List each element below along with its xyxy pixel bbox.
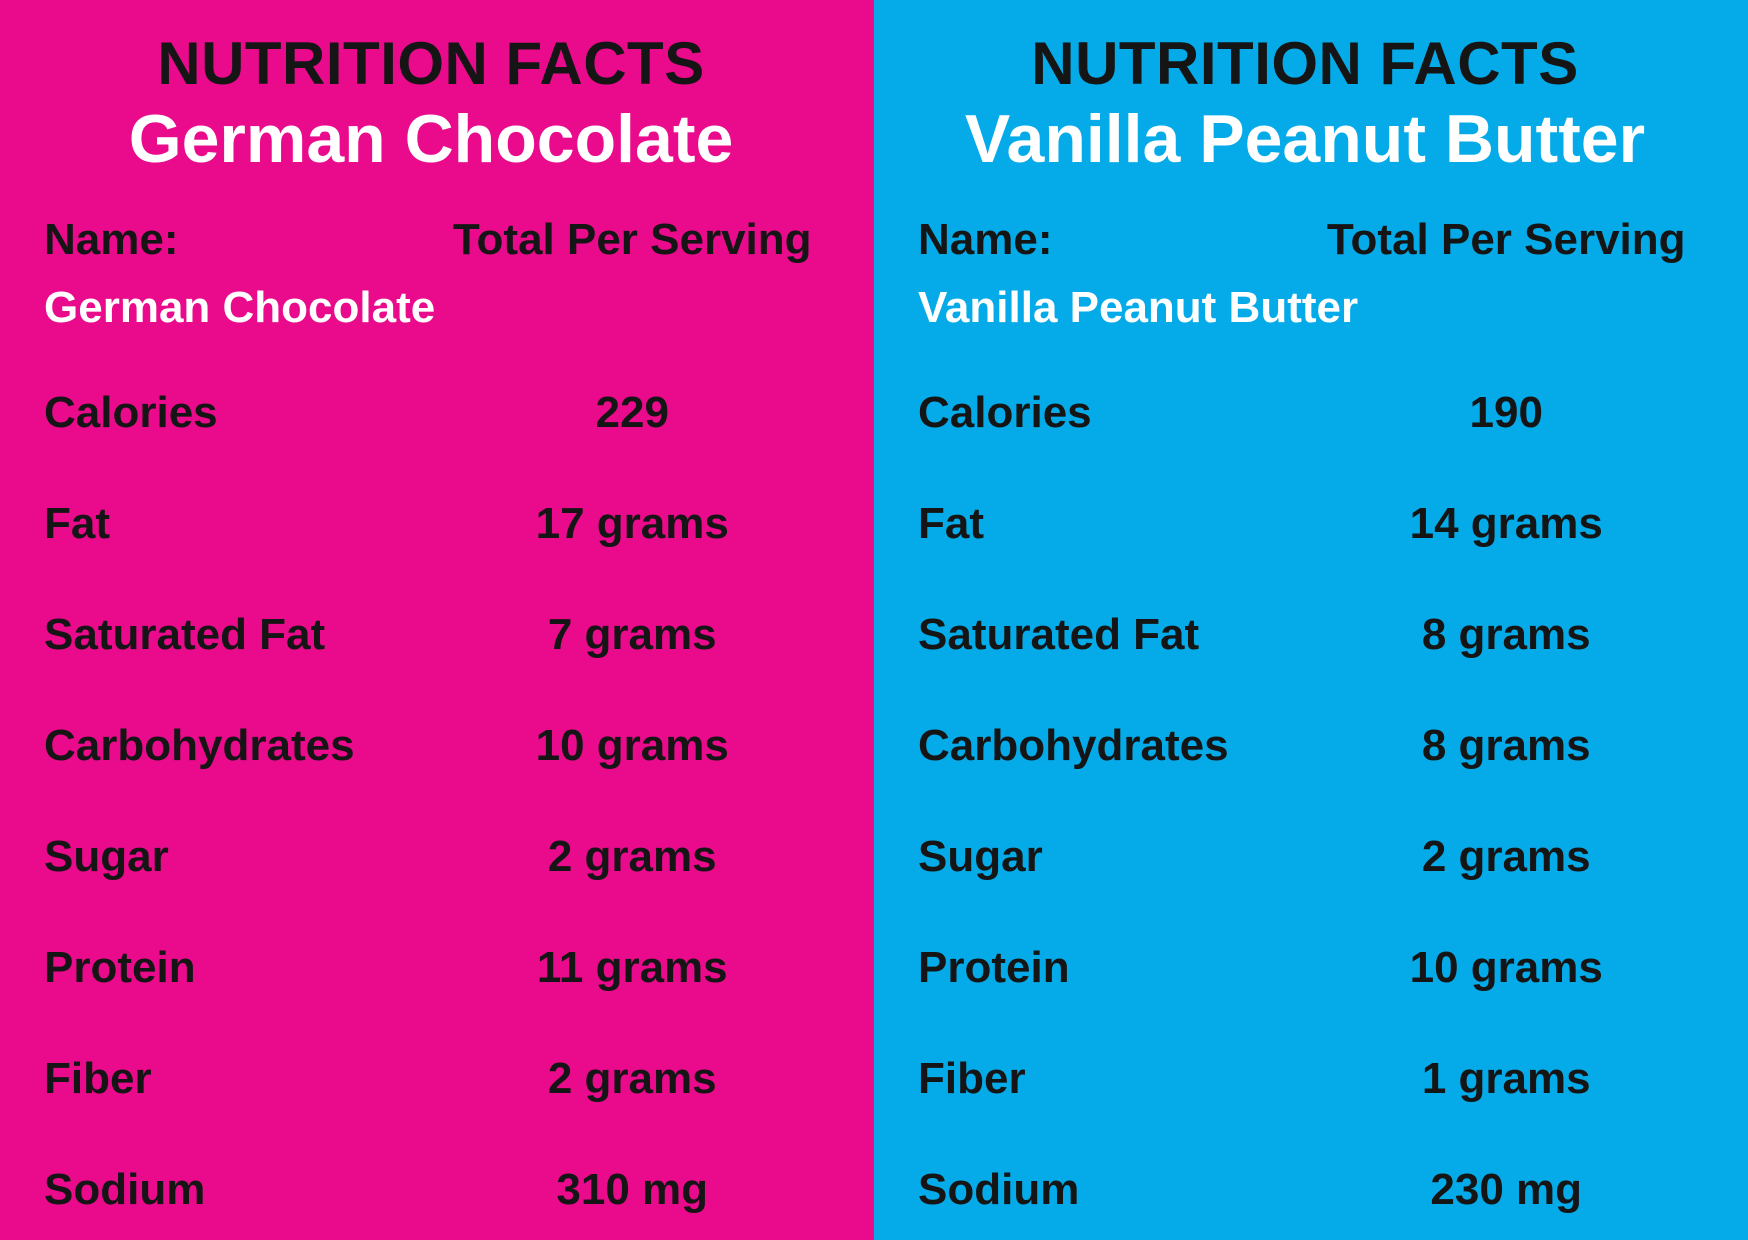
nutrient-value: 229 [595,388,669,438]
nutrient-value: 11 grams [536,943,728,993]
nutrient-value: 8 grams [1421,610,1591,660]
table-row: Fat 14 grams [918,496,1692,551]
nutrient-rows: Calories 229 Fat 17 grams Saturated Fat … [44,385,818,1217]
table-row: Fat 17 grams [44,496,818,551]
table-row: Sugar 2 grams [918,829,1692,884]
nutrient-value: 10 grams [535,721,729,771]
table-row: Protein 11 grams [44,940,818,995]
nutrient-value: 230 mg [1430,1165,1583,1215]
table-row: Carbohydrates 10 grams [44,718,818,773]
nutrient-label: Sugar [918,832,1043,882]
panel-vanilla-peanut-butter: NUTRITION FACTS Vanilla Peanut Butter Na… [874,0,1748,1240]
nutrient-label: Calories [44,388,218,438]
table-row: Calories 190 [918,385,1692,440]
product-name-value: German Chocolate [44,283,436,333]
nutrient-label: Protein [44,943,196,993]
serving-column-header: Total Per Serving [452,215,812,265]
nutrient-value: 1 grams [1421,1054,1591,1104]
nutrient-label: Carbohydrates [44,721,355,771]
table-row: Fiber 1 grams [918,1051,1692,1106]
nutrient-rows: Calories 190 Fat 14 grams Saturated Fat … [918,385,1692,1217]
nutrient-label: Sodium [918,1165,1080,1215]
product-name-value: Vanilla Peanut Butter [918,283,1359,333]
name-label: Name: [44,215,179,265]
table-row: Saturated Fat 7 grams [44,607,818,662]
nutrition-facts-heading: NUTRITION FACTS [1031,30,1579,97]
nutrient-value: 2 grams [1421,832,1591,882]
table-row: Fiber 2 grams [44,1051,818,1106]
nutrient-label: Fat [918,499,984,549]
table-row: Protein 10 grams [918,940,1692,995]
nutrient-label: Fiber [918,1054,1026,1104]
nutrient-value: 2 grams [547,1054,717,1104]
name-label: Name: [918,215,1053,265]
serving-column-header: Total Per Serving [1326,215,1686,265]
name-header-row: Name: Total Per Serving [44,215,818,265]
nutrient-label: Saturated Fat [918,610,1200,660]
nutrient-value: 7 grams [547,610,717,660]
nutrient-value: 14 grams [1409,499,1603,549]
product-title: Vanilla Peanut Butter [964,101,1646,177]
nutrient-value: 190 [1469,388,1543,438]
nutrient-label: Protein [918,943,1070,993]
nutrient-label: Sugar [44,832,169,882]
nutrient-value: 310 mg [556,1165,709,1215]
nutrient-label: Fiber [44,1054,152,1104]
nutrient-value: 2 grams [547,832,717,882]
nutrient-label: Sodium [44,1165,206,1215]
nutrition-facts-heading: NUTRITION FACTS [157,30,705,97]
nutrient-label: Calories [918,388,1092,438]
table-row: Saturated Fat 8 grams [918,607,1692,662]
nutrient-value: 8 grams [1421,721,1591,771]
nutrient-value: 17 grams [535,499,729,549]
nutrient-value: 10 grams [1409,943,1603,993]
table-row: Carbohydrates 8 grams [918,718,1692,773]
panel-german-chocolate: NUTRITION FACTS German Chocolate Name: T… [0,0,874,1240]
table-row: Sodium 310 mg [44,1162,818,1217]
table-row: Sugar 2 grams [44,829,818,884]
nutrient-label: Carbohydrates [918,721,1229,771]
name-header-row: Name: Total Per Serving [918,215,1692,265]
table-row: Sodium 230 mg [918,1162,1692,1217]
nutrient-label: Saturated Fat [44,610,326,660]
table-row: Calories 229 [44,385,818,440]
nutrient-label: Fat [44,499,110,549]
product-title: German Chocolate [128,101,734,177]
